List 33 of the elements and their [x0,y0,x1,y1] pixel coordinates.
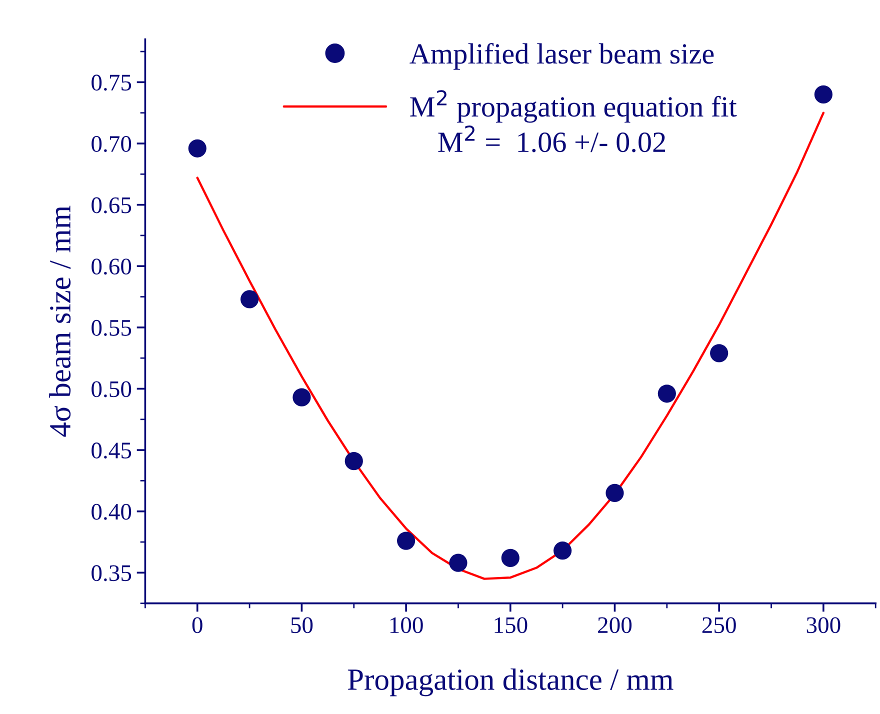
point [554,542,572,560]
y-tick-label: 0.50 [92,381,132,398]
y-tick-label: 0.70 [92,136,132,152]
annotation: M$^{2}$ = 1.06 +/- 0.02 [438,126,666,152]
legend-label: Amplified laser beam size [410,42,714,70]
x-tick-label: 250 [702,617,736,634]
y-tick-label: 0.45 [92,442,132,459]
point [501,548,520,568]
x-tick-label: 150 [494,617,528,634]
y-tick-label: 0.40 [92,504,132,520]
point [449,554,468,572]
point [397,532,416,550]
x-tick-label: 100 [390,617,423,634]
legend-label: M$^{2}$ propagation equation fit [410,90,737,123]
y-tick-label: 0.55 [92,320,132,336]
point [188,139,206,158]
y-axis-title: 4σ beam size / mm [49,206,71,437]
y-tick-label: 0.75 [92,74,132,91]
point [344,452,363,470]
point [606,484,624,502]
point [658,384,676,403]
y-tick-label: 0.65 [92,197,132,214]
point [292,388,311,406]
point [240,290,259,308]
x-tick-label: 50 [291,617,313,634]
y-tick-label: 0.60 [92,258,132,275]
point [710,344,728,362]
x-tick-label: 0 [192,617,202,634]
x-axis-title: Propagation distance / mm [348,668,674,696]
point [814,85,832,104]
x-tick-label: 300 [806,617,840,634]
x-tick-label: 200 [598,617,632,634]
y-tick-label: 0.35 [92,565,132,582]
